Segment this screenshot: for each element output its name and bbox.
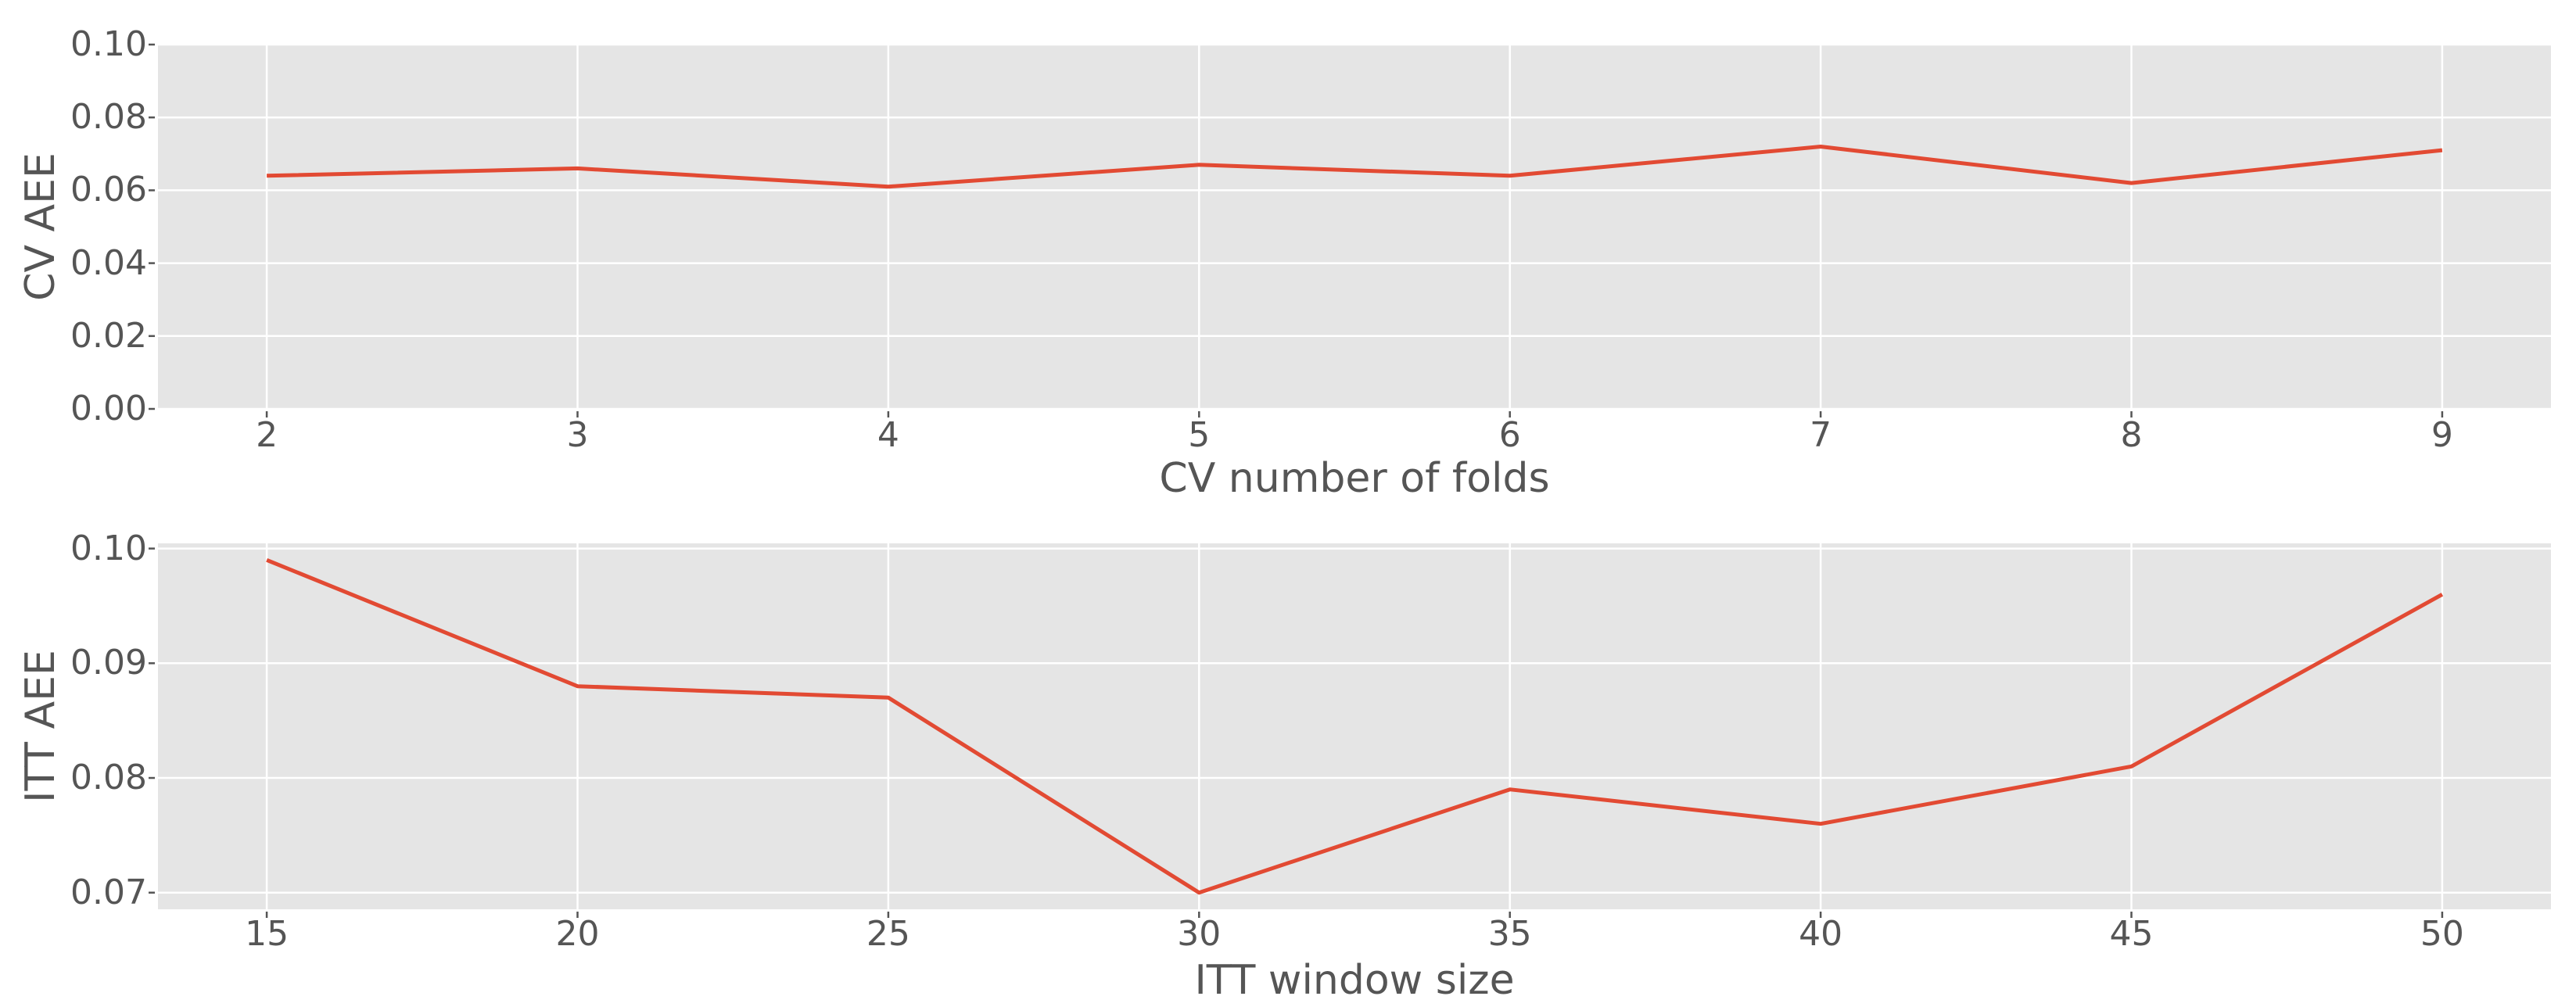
plot-background xyxy=(158,45,2551,409)
y-tick-label: 0.02 xyxy=(70,315,147,356)
y-tick-label: 0.07 xyxy=(70,872,147,912)
cv-x-axis-label: CV number of folds xyxy=(1159,455,1550,502)
x-tick-label: 20 xyxy=(555,914,600,954)
y-tick-label: 0.04 xyxy=(70,242,147,283)
itt-y-axis-label: ITT AEE xyxy=(17,650,64,803)
y-tick-label: 0.09 xyxy=(70,643,147,683)
x-tick-label: 9 xyxy=(2431,415,2453,455)
x-tick-label: 6 xyxy=(1498,415,1521,455)
data-line xyxy=(267,145,2443,189)
x-tick-label: 3 xyxy=(566,415,589,455)
y-tick-label: 0.08 xyxy=(70,97,147,138)
itt-plot-area xyxy=(149,543,2551,918)
x-tick-label: 8 xyxy=(2120,415,2143,455)
x-tick-label: 50 xyxy=(2420,914,2464,954)
x-tick-label: 5 xyxy=(1188,415,1211,455)
x-tick-label: 35 xyxy=(1487,914,1532,954)
x-tick-label: 4 xyxy=(877,415,899,455)
x-tick-label: 40 xyxy=(1799,914,1843,954)
y-tick-label: 0.08 xyxy=(70,758,147,798)
x-tick-label: 30 xyxy=(1177,914,1222,954)
cv-plot-area xyxy=(149,43,2551,417)
x-tick-label: 2 xyxy=(256,415,278,455)
plot-background xyxy=(158,543,2551,909)
itt-x-axis-label: ITT window size xyxy=(1194,957,1515,1004)
x-tick-label: 45 xyxy=(2109,914,2154,954)
x-tick-label: 25 xyxy=(866,914,910,954)
y-tick-label: 0.10 xyxy=(70,528,147,568)
y-tick-label: 0.00 xyxy=(70,389,147,428)
data-line xyxy=(266,557,2444,895)
x-tick-label: 15 xyxy=(245,914,289,954)
y-tick-label: 0.10 xyxy=(70,24,147,64)
y-tick-label: 0.06 xyxy=(70,170,147,210)
x-tick-label: 7 xyxy=(1810,415,1832,455)
